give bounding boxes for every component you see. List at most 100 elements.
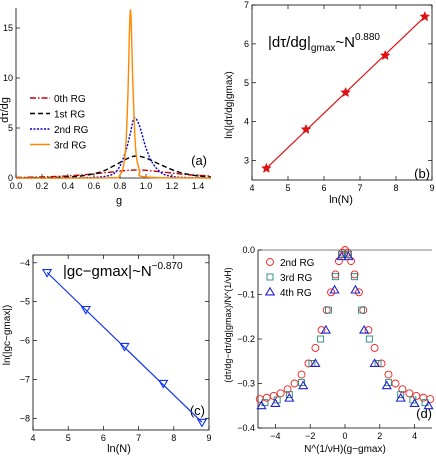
panel-c-fit-line: [46, 272, 203, 423]
panel-d-series-2-point: [395, 392, 406, 402]
panel-d-series-0-point: [304, 359, 313, 368]
panel-b-annotation-exp: 0.880: [355, 32, 380, 43]
panel-d-legend-label: 2nd RG: [280, 258, 315, 269]
panel-b-y-tick-label: 5: [244, 78, 249, 88]
panel-b-x-tick-label: 5: [285, 183, 290, 193]
panel-a-series-3-line: [15, 9, 212, 179]
panel-b: 4 5 6 7 8 9 3 4 5 6 7: [244, 0, 435, 193]
panel-b-x-tick-label: 4: [249, 183, 254, 193]
panel-d-y-tick-label: 0.0: [242, 245, 255, 255]
panel-b-y-tick-label: 3: [244, 156, 249, 166]
panel-d-series-0-point: [377, 359, 386, 368]
panel-d-series-0-point: [370, 343, 379, 352]
panel-b-x-tick-label: 8: [393, 183, 398, 193]
panel-b-y-tick-label: 4: [244, 117, 249, 127]
panel-d-series-0-point: [405, 389, 414, 398]
panel-d-series-0-point: [334, 257, 343, 266]
panel-d-y-tick-label: −0.3: [237, 379, 255, 389]
panel-b-x-tick-label: 9: [429, 183, 434, 193]
panel-d-series-1-point: [285, 391, 293, 399]
panel-d-series-0-point: [262, 393, 271, 402]
panel-c-y-tick-label: −6: [20, 336, 30, 346]
panel-c-y-tick-label: −8: [20, 413, 30, 423]
panel-d-x-tick-label: −4: [270, 431, 280, 441]
panel-d-series-2-point: [310, 358, 321, 367]
panel-a-y-tick-label: 10: [3, 73, 13, 83]
panel-b-annotation-main: |dτ/dg|: [268, 34, 311, 51]
panel-d-x-tick-label: 2: [377, 431, 382, 441]
panel-d-series-0-point: [341, 246, 349, 254]
panel-d-series-0-point: [269, 392, 278, 400]
panel-d-legend-marker: [266, 273, 274, 281]
panel-c-point: [119, 342, 130, 352]
panel-c-x-tick-label: 5: [66, 433, 71, 443]
panel-a-x-tick-label: 0.8: [114, 181, 127, 191]
panel-d-series-0-point: [391, 379, 400, 388]
panel-c-point: [158, 379, 169, 389]
panel-d-series-2-point: [320, 324, 332, 334]
panel-c-x-tick-label: 6: [101, 433, 106, 443]
panel-d-series-0-point: [297, 370, 306, 379]
panel-c-annotation-main: |gc−gmax|: [63, 263, 132, 280]
panel-d-series-0-point: [290, 379, 299, 388]
panel-d-x-tick-label: −2: [305, 431, 315, 441]
panel-c-annotation-rel: ~N: [132, 263, 152, 280]
panel-a-ylabel: dτ/dg: [0, 97, 11, 123]
panel-c: 4 5 6 7 8 9 −4 −5 −6 −7 −8: [20, 254, 212, 443]
panel-c-point: [196, 418, 208, 428]
panel-a-x-tick-label: 0.4: [62, 181, 75, 191]
panel-c-annotation: |gc−gmax|~N−0.870: [63, 261, 183, 280]
panel-b-point: [300, 123, 312, 135]
panel-d-series-0-point: [347, 257, 356, 266]
panel-c-label: (c): [190, 403, 205, 418]
panel-d-series-0-point: [327, 288, 336, 297]
panel-b-point: [261, 162, 272, 173]
panel-c-x-tick-label: 8: [171, 433, 176, 443]
panel-a-legend-label: 0th RG: [54, 94, 86, 105]
panel-c-y-tick-label: −5: [20, 297, 30, 307]
panel-d-series-2-point: [358, 324, 370, 334]
panel-a-series-1-line: [15, 155, 212, 179]
panel-d-y-tick-label: −0.4: [237, 423, 255, 433]
panel-c-ylabel: ln(|gc−gmax|): [2, 305, 13, 366]
panel-a-xlabel: g: [116, 195, 122, 207]
panel-d-series-2-point: [256, 400, 267, 410]
panel-d-series-1-point: [358, 306, 365, 314]
panel-d-series-2-point: [423, 400, 434, 410]
panel-d-series-0-point: [331, 270, 340, 279]
panel-d-y-tick-label: −0.1: [237, 290, 255, 300]
panel-c-point: [80, 305, 91, 315]
panel-d-series-2-point: [270, 398, 281, 408]
panel-a-x-tick-label: 1.0: [140, 181, 153, 191]
panel-a-x-tick-label: 1.2: [166, 181, 179, 191]
panel-d-legend-label: 4th RG: [280, 288, 312, 299]
panel-c-x-tick-label: 7: [136, 433, 141, 443]
panel-a-legend-label: 3rd RG: [54, 141, 86, 152]
panel-a-x-tick-label: 0.0: [10, 181, 23, 191]
panel-d-series-0-point: [350, 270, 359, 279]
panel-d-series-0-point: [283, 385, 292, 394]
panel-d-series-1-point: [397, 391, 405, 399]
panel-c-point: [41, 269, 53, 278]
panel-d-series-1-point: [317, 335, 325, 343]
panel-b-point: [419, 11, 431, 22]
panel-c-xlabel: ln(N): [107, 443, 131, 455]
panel-d-series-2-point: [284, 392, 295, 402]
panel-d-x-tick-label: 4: [412, 431, 417, 441]
panel-b-point: [379, 49, 391, 61]
panel-d-series-2-point: [409, 398, 420, 408]
panel-b-annotation-sub: gmax: [311, 43, 335, 54]
panel-d-series-0-point: [322, 306, 331, 315]
panel-d-xlabel: N^(1/νH)(g−gmax): [304, 444, 386, 455]
panel-b-xlabel: ln(N): [329, 194, 353, 206]
panel-b-ylabel: ln(|dτ/dg|gmax): [224, 71, 235, 139]
panel-b-x-tick-label: 7: [357, 183, 362, 193]
panel-a-series-2-line: [15, 117, 212, 179]
panel-a-x-tick-label: 0.2: [36, 181, 49, 191]
panel-d-series-0-point: [426, 395, 435, 404]
panel-a-x-tick-label: 0.6: [88, 181, 101, 191]
panel-d-series-1-point: [365, 335, 373, 343]
panel-a-legend-label: 2nd RG: [54, 125, 89, 136]
panel-b-frame: [251, 4, 433, 181]
